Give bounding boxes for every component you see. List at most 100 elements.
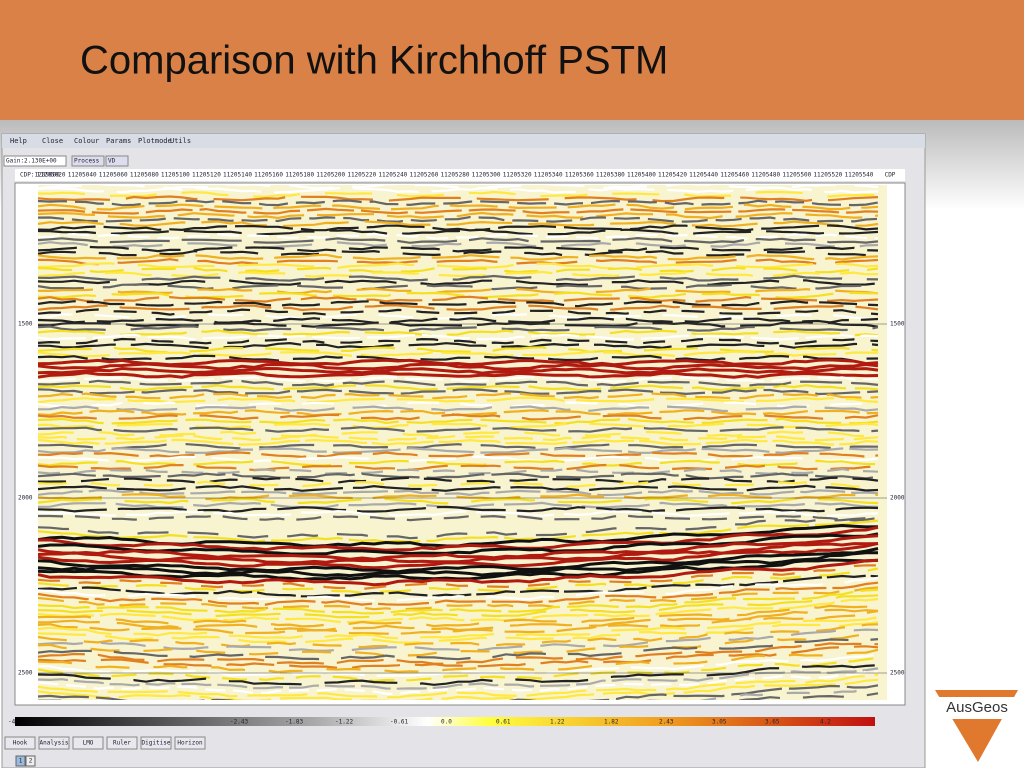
reflector [38,220,879,228]
toolbar-field[interactable] [105,155,129,167]
reflector [38,576,879,602]
cdp-label: 11205360 [565,172,594,179]
reflector [38,653,879,677]
reflector [38,287,879,295]
menu-item[interactable]: Utils [170,137,191,145]
reflector [38,558,879,587]
toolbar-label[interactable]: Gain:2.130E+00 [6,158,57,165]
reflector [38,228,879,236]
reflector [38,354,879,362]
tool-button[interactable] [106,736,138,750]
reflector [38,274,879,282]
reflector [38,621,879,644]
reflector [38,366,879,375]
reflector [38,430,879,438]
tool-button-label[interactable]: Digitise [142,740,171,747]
reflector [38,434,879,442]
page-tab[interactable] [15,755,26,767]
page-tab[interactable] [25,755,36,767]
cdp-label: 11205280 [441,172,470,179]
reflector [38,388,879,396]
reflector [38,392,879,400]
reflector [38,253,879,261]
colorbar-label: 3.65 [765,719,780,726]
reflector [38,321,879,328]
logo: AusGeos [935,690,1018,762]
reflector [38,337,879,345]
reflector [38,667,879,690]
colorbar-label: -1.22 [335,719,353,726]
reflector [38,270,879,278]
cdp-label: 11205220 [347,172,376,179]
reflector [38,325,879,332]
cdp-label: 11205200 [316,172,345,179]
cdp-label: 11205520 [813,172,842,179]
logo-text: AusGeos [946,699,1008,716]
reflector [38,467,879,475]
cdp-label: 11205420 [658,172,687,179]
time-label: 2500 [18,670,33,677]
reflector [38,413,879,421]
reflector [38,632,879,657]
colorbar-label: -1.83 [285,719,303,726]
toolbar-label[interactable]: Process [74,158,100,165]
reflector [38,258,879,266]
reflector [38,514,879,540]
menu-item[interactable]: Close [42,137,63,145]
page-tab-label[interactable]: 1 [19,758,23,765]
reflector [38,588,879,615]
reflector [38,207,879,215]
reflector [38,459,879,467]
reflector [38,236,879,244]
menu-item[interactable]: Help [10,137,27,145]
reflector [38,547,879,574]
reflector [38,299,879,308]
toolbar-field[interactable] [71,155,105,167]
tool-button-label[interactable]: Hook [13,740,28,747]
reflector [38,493,879,501]
reflector [38,442,879,450]
page-tab-label[interactable]: 2 [29,758,33,765]
cdp-label: 11205400 [627,172,656,179]
reflector [38,604,879,628]
menu-item[interactable]: Plotmode [138,137,172,145]
reflector [38,514,879,522]
time-label-right: 2500 [890,670,905,677]
reflector [38,597,879,624]
menu-item[interactable]: Colour [74,137,99,145]
reflector [38,215,879,223]
tool-button[interactable] [72,736,104,750]
cdp-label: 11205380 [596,172,625,179]
cdp-label: 11205080 [130,172,159,179]
reflector [38,279,879,286]
reflector [38,199,879,207]
tool-button[interactable] [174,736,206,750]
tool-button-label[interactable]: LMO [83,740,94,747]
reflector [38,426,879,433]
cdp-label: 11205300 [472,172,501,179]
reflector [38,262,879,270]
reflector [38,638,879,661]
reflector [38,185,879,190]
menu-item[interactable]: Params [106,137,131,145]
time-label-right: 1500 [890,321,905,328]
reflector [38,581,879,606]
toolbar-field[interactable] [3,155,67,167]
reflector [38,594,879,619]
toolbar-label[interactable]: VD [108,158,116,165]
reflector [38,312,879,320]
reflector [38,472,879,480]
time-label: 2000 [18,495,33,502]
tool-button[interactable] [38,736,70,750]
tool-button-label[interactable]: Horizon [177,740,203,747]
reflector [38,283,879,291]
header-band [0,0,1024,120]
tool-button[interactable] [4,736,36,750]
tool-button[interactable] [140,736,172,750]
cdp-label: 11205100 [161,172,190,179]
tool-button-label[interactable]: Analysis [40,740,69,747]
reflector [38,308,879,316]
tool-button-label[interactable]: Ruler [113,740,131,747]
cdp-label: 11205160 [254,172,283,179]
reflector [38,405,879,413]
